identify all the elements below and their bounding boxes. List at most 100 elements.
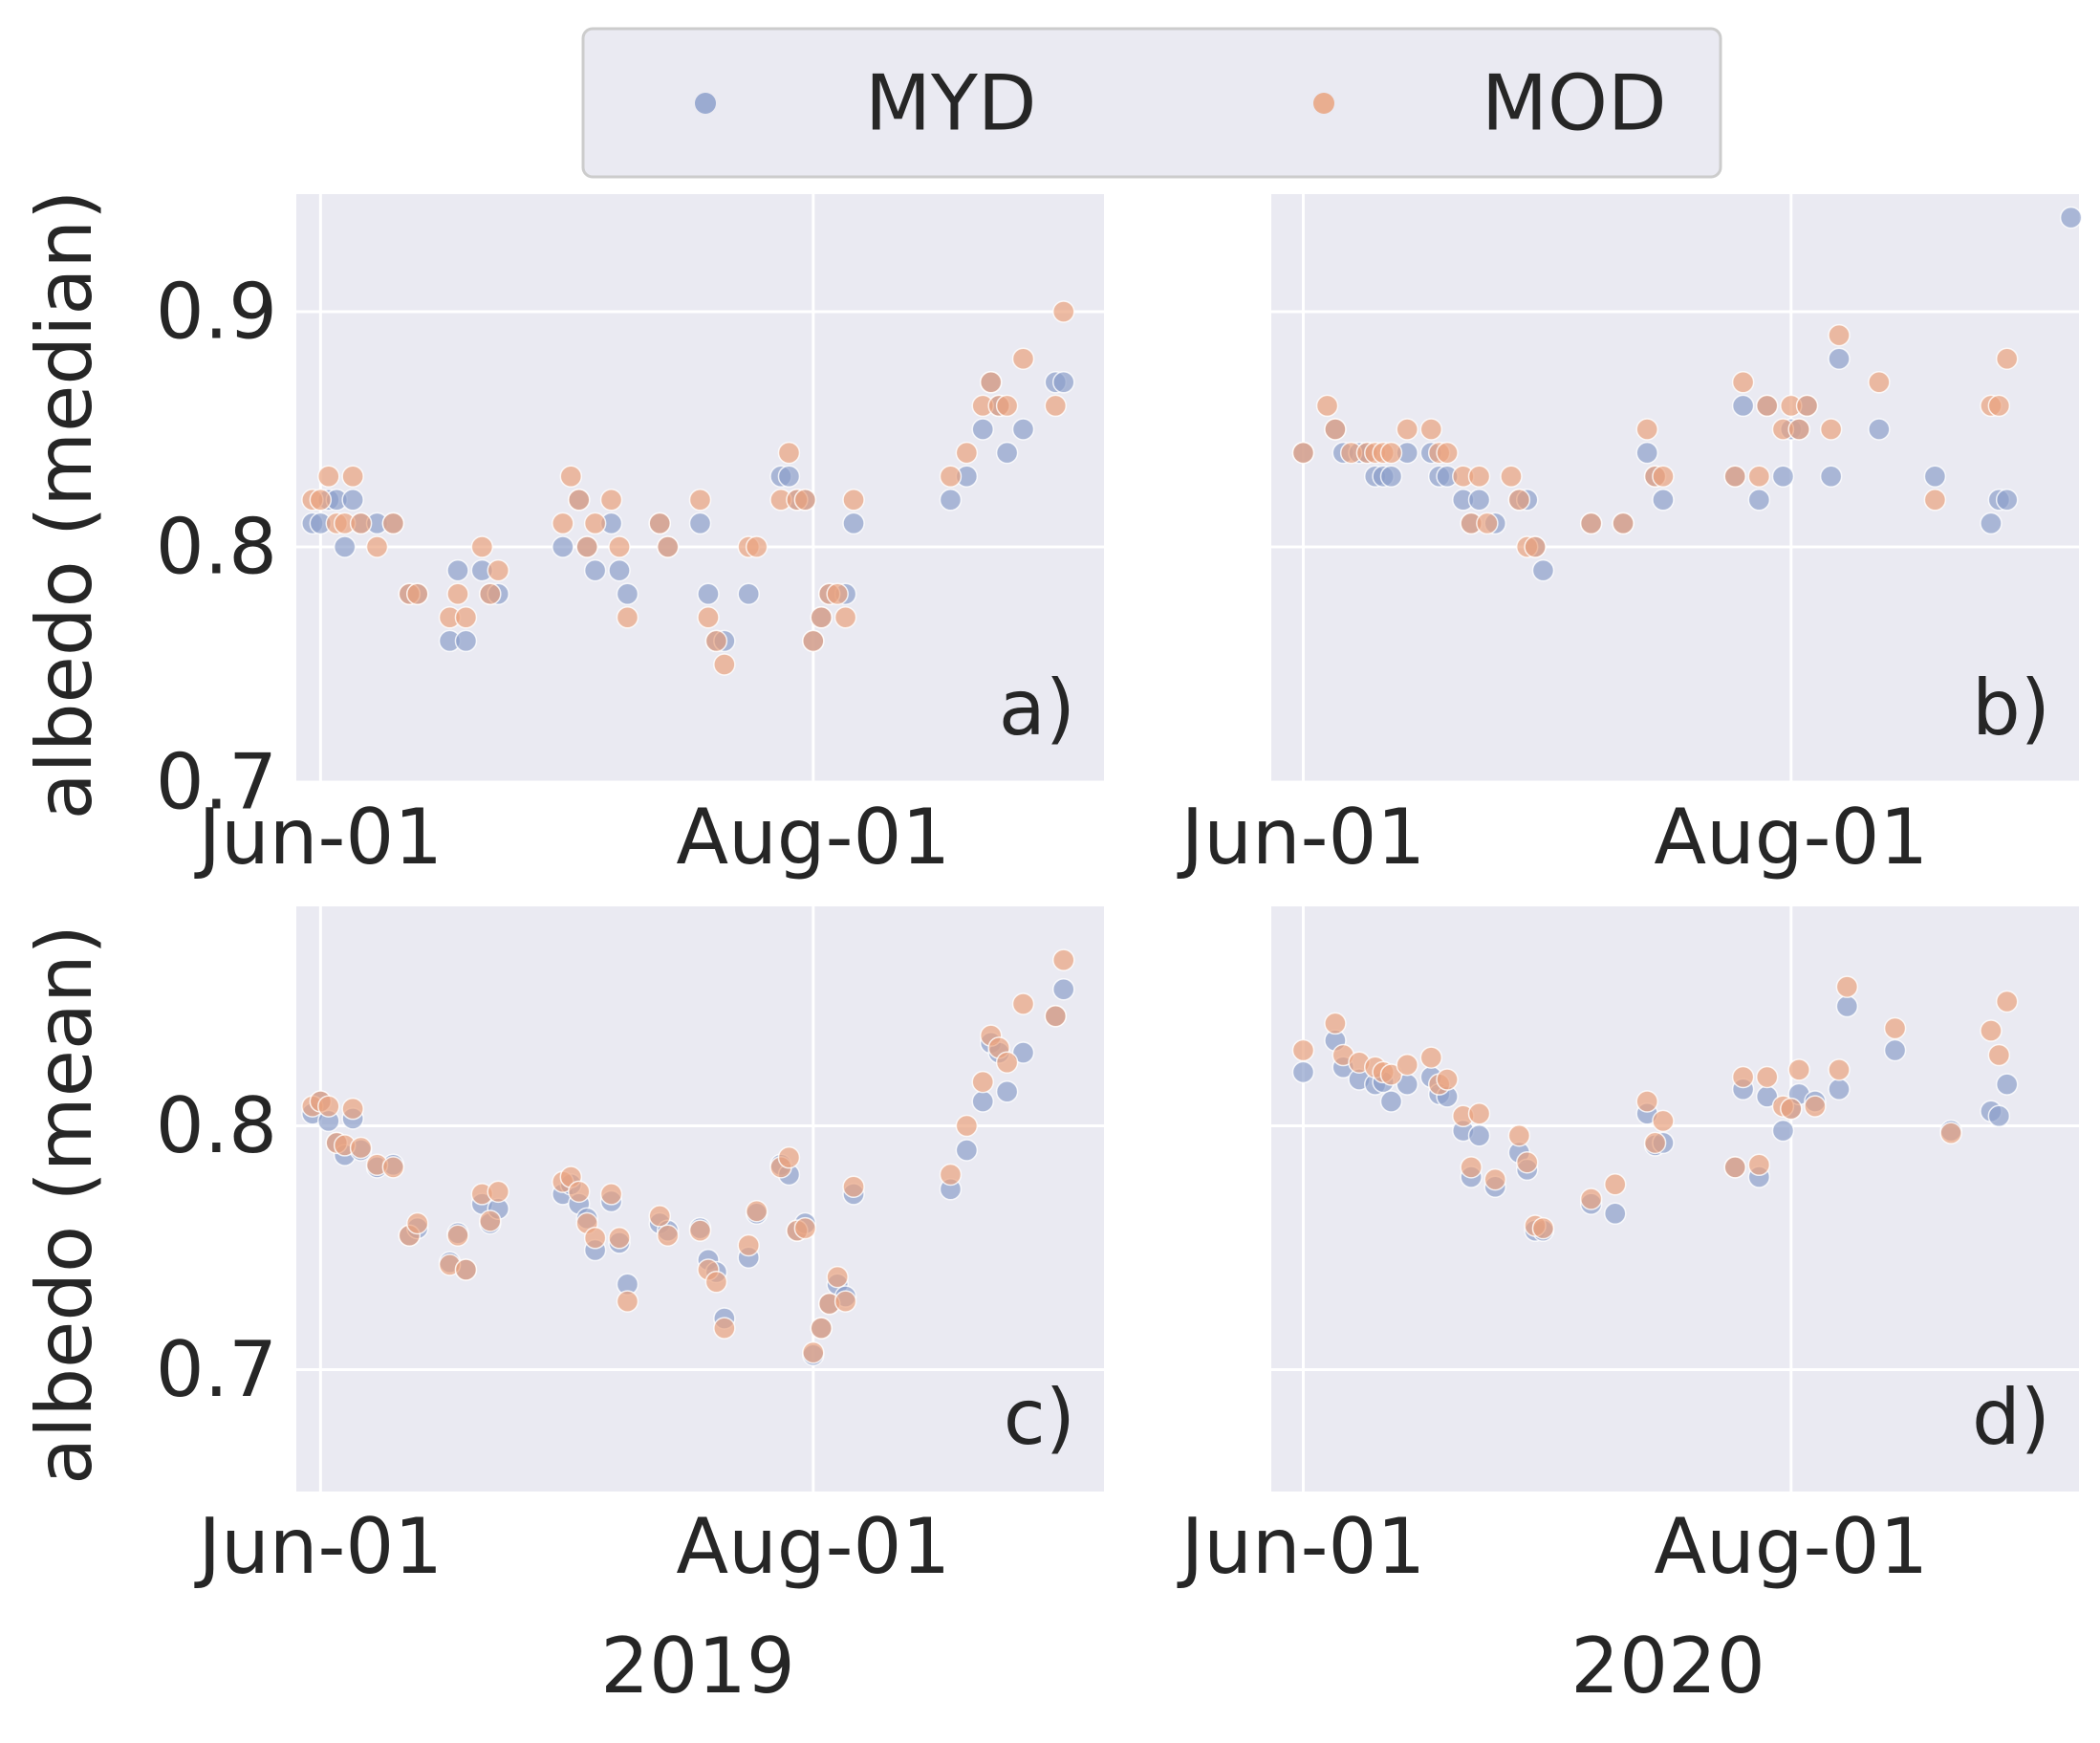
data-point-mod bbox=[454, 606, 478, 629]
data-point-mod bbox=[568, 1180, 591, 1204]
data-point-myd bbox=[341, 489, 364, 512]
data-point-mod bbox=[842, 489, 865, 512]
data-point-mod bbox=[995, 394, 1019, 418]
data-point-mod bbox=[1044, 1005, 1068, 1028]
data-point-mod bbox=[1612, 512, 1635, 535]
x-tick-label: Aug-01 bbox=[1654, 793, 1928, 882]
data-point-mod bbox=[656, 1224, 680, 1247]
data-point-mod bbox=[1500, 465, 1523, 488]
data-point-myd bbox=[1828, 1078, 1851, 1100]
data-point-mod bbox=[406, 582, 429, 605]
panel-label: b) bbox=[1972, 664, 2050, 752]
data-point-myd bbox=[1980, 512, 2003, 535]
data-point-mod bbox=[317, 465, 340, 488]
data-point-mod bbox=[648, 1205, 671, 1228]
data-point-myd bbox=[1011, 418, 1035, 441]
data-point-mod bbox=[583, 1227, 607, 1250]
panel-a: Jun-01 Aug-01 0.7 0.8 0.9 a) bbox=[156, 194, 1104, 882]
y-axis-label-bottom: albedo (mean) bbox=[20, 925, 109, 1485]
data-point-myd bbox=[1467, 1123, 1491, 1147]
data-point-myd bbox=[1987, 1104, 2011, 1128]
data-point-mod bbox=[1731, 1065, 1755, 1089]
data-point-mod bbox=[1324, 418, 1347, 441]
y-tick-label: 0.8 bbox=[156, 1081, 277, 1170]
data-point-mod bbox=[1995, 990, 2019, 1013]
data-point-mod bbox=[1652, 465, 1675, 488]
data-point-mod bbox=[349, 1136, 373, 1160]
data-point-mod bbox=[1579, 512, 1603, 535]
data-point-mod bbox=[1747, 465, 1771, 488]
data-point-myd bbox=[1747, 489, 1771, 512]
data-point-mod bbox=[1635, 1090, 1658, 1113]
data-point-myd bbox=[1835, 994, 1859, 1018]
legend-label-mod: MOD bbox=[1482, 59, 1667, 148]
data-point-mod bbox=[1995, 347, 2019, 370]
data-point-mod bbox=[656, 535, 680, 558]
data-point-mod bbox=[1939, 1122, 1962, 1144]
data-point-mod bbox=[1804, 1095, 1827, 1118]
data-point-mod bbox=[1460, 1156, 1483, 1179]
data-point-mod bbox=[1787, 418, 1810, 441]
data-point-mod bbox=[341, 465, 364, 488]
data-point-mod bbox=[1011, 347, 1035, 370]
data-point-mod bbox=[1723, 465, 1746, 488]
panel-b: Jun-01 Aug-01 b) bbox=[1177, 194, 2083, 882]
data-point-mod bbox=[608, 535, 631, 558]
data-point-mod bbox=[1515, 1151, 1539, 1174]
data-point-mod bbox=[648, 512, 671, 535]
data-point-myd bbox=[608, 558, 631, 582]
data-point-myd bbox=[2059, 206, 2083, 229]
data-point-myd bbox=[1052, 371, 1075, 394]
data-point-myd bbox=[995, 441, 1019, 465]
data-point-mod bbox=[381, 1156, 405, 1179]
data-point-mod bbox=[1531, 1216, 1555, 1240]
data-point-myd bbox=[777, 465, 801, 488]
y-tick-label: 0.8 bbox=[156, 503, 277, 592]
data-point-mod bbox=[616, 1290, 639, 1313]
data-point-mod bbox=[381, 512, 405, 535]
data-point-mod bbox=[810, 606, 833, 629]
data-point-mod bbox=[446, 1224, 469, 1247]
data-point-mod bbox=[470, 535, 494, 558]
data-point-mod bbox=[793, 1216, 817, 1240]
data-point-mod bbox=[559, 465, 583, 488]
data-point-myd bbox=[616, 582, 639, 605]
data-point-mod bbox=[599, 489, 623, 512]
data-point-mod bbox=[446, 582, 469, 605]
legend: MYD MOD bbox=[581, 27, 1722, 179]
data-point-mod bbox=[688, 1219, 712, 1242]
data-point-mod bbox=[487, 558, 509, 582]
data-point-mod bbox=[1652, 1109, 1675, 1133]
data-point-mod bbox=[1828, 1058, 1851, 1081]
data-point-mod bbox=[704, 629, 728, 653]
data-point-mod bbox=[704, 1270, 728, 1294]
data-point-mod bbox=[1635, 418, 1658, 441]
data-point-mod bbox=[1396, 418, 1418, 441]
data-point-mod bbox=[479, 582, 502, 605]
data-point-mod bbox=[341, 1097, 364, 1121]
data-point-mod bbox=[842, 1175, 865, 1198]
data-point-myd bbox=[454, 629, 478, 653]
data-point-mod bbox=[1011, 992, 1035, 1015]
data-point-mod bbox=[802, 629, 825, 653]
x-tick-label: Aug-01 bbox=[1654, 1502, 1928, 1591]
data-point-mod bbox=[406, 1211, 429, 1235]
data-point-myd bbox=[688, 512, 712, 535]
data-point-mod bbox=[745, 535, 769, 558]
data-point-mod bbox=[979, 371, 1003, 394]
data-point-mod bbox=[777, 441, 801, 465]
data-point-mod bbox=[1604, 1172, 1627, 1196]
data-point-myd bbox=[842, 512, 865, 535]
data-point-mod bbox=[1483, 1167, 1507, 1191]
data-point-mod bbox=[1524, 535, 1547, 558]
data-point-mod bbox=[1923, 489, 1947, 512]
data-point-mod bbox=[745, 1200, 769, 1223]
panel-label: d) bbox=[1972, 1373, 2050, 1462]
x-tick-label: Aug-01 bbox=[676, 1502, 950, 1591]
data-point-mod bbox=[1795, 394, 1819, 418]
data-point-myd bbox=[971, 418, 994, 441]
data-point-mod bbox=[955, 441, 979, 465]
data-point-mod bbox=[309, 489, 333, 512]
data-point-mod bbox=[1780, 1097, 1803, 1121]
